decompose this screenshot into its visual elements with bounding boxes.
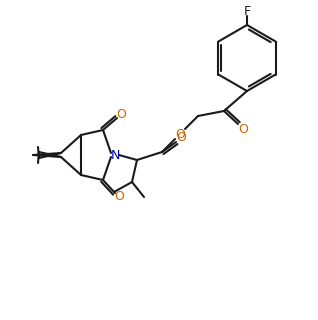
Text: N: N xyxy=(110,148,120,162)
Text: O: O xyxy=(175,127,185,140)
Text: F: F xyxy=(244,4,251,18)
Text: O: O xyxy=(176,131,186,143)
Text: O: O xyxy=(114,190,124,204)
Text: O: O xyxy=(238,123,248,135)
Text: O: O xyxy=(116,108,126,121)
